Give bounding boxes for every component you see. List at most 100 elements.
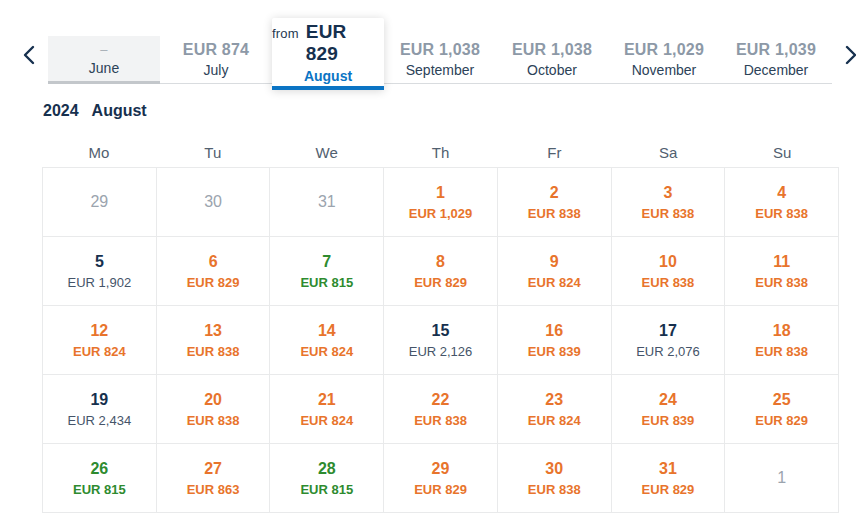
month-tab-august[interactable]: fromEUR 829August [272,18,384,90]
month-tab-price: – [100,42,107,57]
calendar-day-cell[interactable]: 25 EUR 829 [724,375,838,443]
calendar-day-cell[interactable]: 17EUR 2,076 [611,306,725,374]
calendar-week-row: 12EUR 82413EUR 83814EUR 82415EUR 2,12616… [43,305,838,374]
calendar-day-cell-adjacent-month: 29 [43,168,156,236]
calendar-day-cell[interactable]: 16EUR 839 [497,306,611,374]
calendar-day-cell[interactable]: 8EUR 829 [383,237,497,305]
calendar-day-cell[interactable]: 13EUR 838 [156,306,270,374]
month-tab-label: June [89,60,119,76]
day-number: 13 [204,323,222,339]
calendar-week-row: 5EUR 1,9026EUR 8297EUR 8158EUR 8299EUR 8… [43,236,838,305]
day-number: 25 [773,392,791,408]
day-number: 29 [90,194,108,210]
month-tab-october[interactable]: EUR 1,038 October [496,36,608,84]
day-fare: EUR 815 [300,276,353,289]
calendar-day-cell[interactable]: 30 EUR 838 [497,444,611,512]
month-tab-price: EUR 874 [183,41,249,59]
day-number: 3 [664,185,673,201]
calendar-day-cell[interactable]: 23EUR 824 [497,375,611,443]
calendar-day-cell[interactable]: 18 EUR 838 [724,306,838,374]
month-tab-june[interactable]: – June [48,36,160,84]
calendar-day-cell[interactable]: 27EUR 863 [156,444,270,512]
month-tab-label: September [406,62,474,78]
calendar-day-cell[interactable]: 31EUR 829 [611,444,725,512]
day-fare: EUR 2,076 [636,345,700,358]
month-tab-november[interactable]: EUR 1,029November [608,36,720,84]
calendar-day-cell[interactable]: 4 EUR 838 [724,168,838,236]
calendar-title: 2024August [43,102,856,120]
calendar-day-cell[interactable]: 22EUR 838 [383,375,497,443]
calendar-grid: 2930311EUR 1,0292EUR 8383EUR 8384EUR 838… [42,167,839,513]
day-fare: EUR 824 [528,414,581,427]
month-tab-september[interactable]: EUR 1,038 September [384,36,496,84]
calendar-day-cell[interactable]: 15EUR 2,126 [383,306,497,374]
day-number: 20 [204,392,222,408]
prev-months-button[interactable] [16,42,42,68]
day-fare: EUR 824 [300,345,353,358]
day-fare: EUR 829 [642,483,695,496]
day-number: 12 [90,323,108,339]
calendar-day-cell-adjacent-month: 30 [156,168,270,236]
weekday-label: Sa [611,144,725,161]
day-number: 14 [318,323,336,339]
calendar-day-cell[interactable]: 7EUR 815 [269,237,383,305]
calendar-day-cell[interactable]: 12EUR 824 [43,306,156,374]
month-tab-december[interactable]: EUR 1,039December [720,36,832,84]
day-fare: EUR 838 [414,414,467,427]
calendar-week-row: 29 30 31 1EUR 1,0292EUR 838 3 EUR 838 4 EUR 838 [43,168,838,236]
calendar-day-cell[interactable]: 5EUR 1,902 [43,237,156,305]
month-tabbar: –JuneEUR 874JulyfromEUR 829AugustEUR 1,0… [0,0,856,86]
calendar-day-cell[interactable]: 11EUR 838 [724,237,838,305]
day-fare: EUR 829 [414,483,467,496]
month-tab-amount: EUR 829 [306,21,384,65]
calendar-day-cell[interactable]: 14 EUR 824 [269,306,383,374]
calendar-day-cell[interactable]: 10EUR 838 [611,237,725,305]
calendar-month: August [92,102,147,119]
day-number: 4 [777,185,786,201]
day-number: 29 [432,461,450,477]
day-number: 19 [90,392,108,408]
calendar-day-cell[interactable]: 9EUR 824 [497,237,611,305]
day-number: 30 [545,461,563,477]
day-fare: EUR 829 [755,414,808,427]
calendar-day-cell[interactable]: 2EUR 838 [497,168,611,236]
day-fare: EUR 838 [642,207,695,220]
month-tab-price: EUR 1,039 [736,41,816,59]
month-tab-amount: EUR 1,038 [512,41,592,59]
day-fare: EUR 1,029 [409,207,473,220]
calendar-week-row: 19EUR 2,43420EUR 83821EUR 82422EUR 83823… [43,374,838,443]
calendar-day-cell[interactable]: 20EUR 838 [156,375,270,443]
day-number: 5 [95,254,104,270]
next-months-button[interactable] [838,42,856,68]
calendar-day-cell-adjacent-month: 1 [724,444,838,512]
day-number: 31 [318,194,336,210]
month-tabs: –JuneEUR 874JulyfromEUR 829AugustEUR 1,0… [48,12,832,84]
day-number: 21 [318,392,336,408]
month-tab-july[interactable]: EUR 874July [160,36,272,84]
calendar-day-cell[interactable]: 21 EUR 824 [269,375,383,443]
day-fare: EUR 824 [300,414,353,427]
calendar-day-cell[interactable]: 29 EUR 829 [383,444,497,512]
day-fare: EUR 838 [755,207,808,220]
chevron-left-icon [21,44,37,66]
day-fare: EUR 838 [755,345,808,358]
calendar-day-cell[interactable]: 19EUR 2,434 [43,375,156,443]
month-tab-amount: EUR 1,039 [736,41,816,59]
day-number: 15 [432,323,450,339]
day-fare: EUR 838 [755,276,808,289]
day-fare: EUR 839 [642,414,695,427]
month-tab-label: October [527,62,577,78]
calendar-day-cell[interactable]: 26EUR 815 [43,444,156,512]
day-number: 27 [204,461,222,477]
day-number: 18 [773,323,791,339]
calendar-day-cell[interactable]: 28EUR 815 [269,444,383,512]
month-tab-amount: EUR 874 [183,41,249,59]
calendar-day-cell[interactable]: 24 EUR 839 [611,375,725,443]
calendar-day-cell[interactable]: 3 EUR 838 [611,168,725,236]
month-tab-amount: EUR 1,029 [624,41,704,59]
month-tab-price: EUR 1,038 [400,41,480,59]
day-number: 24 [659,392,677,408]
day-fare: EUR 838 [528,483,581,496]
calendar-day-cell[interactable]: 6EUR 829 [156,237,270,305]
calendar-day-cell[interactable]: 1EUR 1,029 [383,168,497,236]
